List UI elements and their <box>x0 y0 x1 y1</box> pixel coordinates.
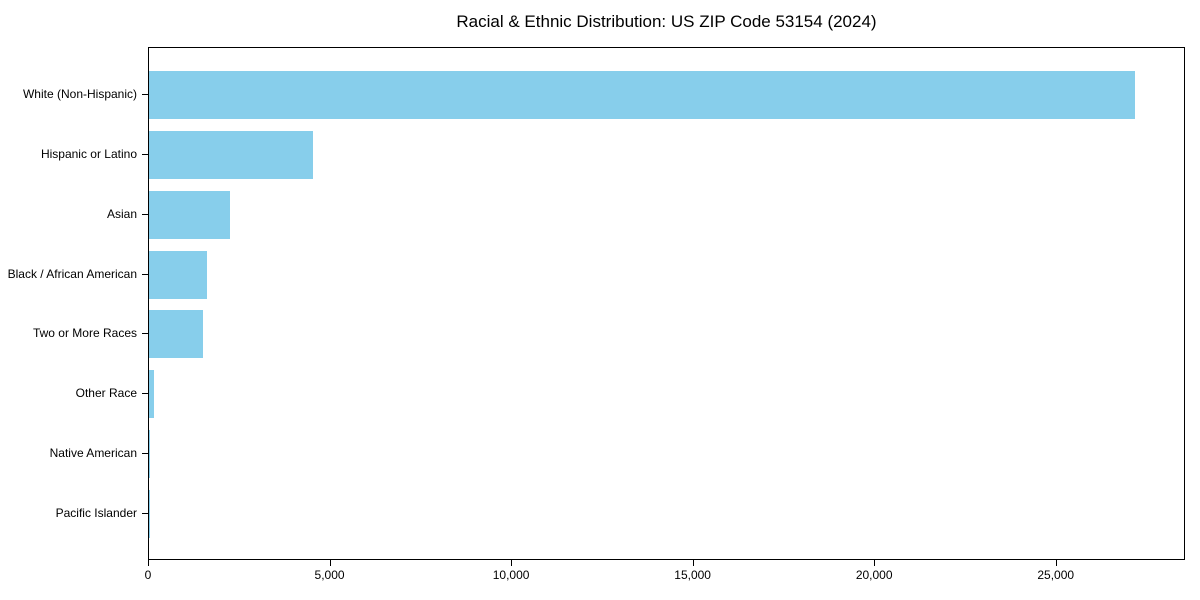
x-axis-label: 20,000 <box>855 568 893 582</box>
x-tick <box>692 560 694 566</box>
y-tick <box>142 94 148 96</box>
y-tick <box>142 393 148 395</box>
bar <box>149 370 154 419</box>
bar <box>149 310 203 359</box>
y-tick <box>142 213 148 215</box>
bar <box>149 131 313 179</box>
x-axis-label: 0 <box>144 568 152 582</box>
y-axis-label: Other Race <box>75 386 137 401</box>
y-axis-label: Native American <box>49 445 137 460</box>
x-tick <box>1055 560 1057 566</box>
x-tick <box>148 560 149 566</box>
bar <box>149 190 231 239</box>
bar <box>149 71 1135 120</box>
y-axis-label: Asian <box>106 206 137 221</box>
plot-area <box>148 47 1185 560</box>
bar <box>149 430 151 478</box>
y-axis-label: Two or More Races <box>32 326 137 341</box>
x-axis-label: 5,000 <box>314 568 345 582</box>
x-axis-label: 25,000 <box>1037 568 1075 582</box>
y-tick <box>142 273 148 275</box>
x-tick <box>511 560 513 566</box>
y-axis-label: Black / African American <box>7 266 137 281</box>
y-tick <box>142 452 148 454</box>
y-tick <box>142 333 148 335</box>
bar <box>149 250 208 299</box>
x-tick <box>329 560 331 566</box>
x-tick <box>874 560 876 566</box>
y-axis-label: White (Non-Hispanic) <box>22 87 137 102</box>
x-axis-label: 10,000 <box>492 568 530 582</box>
y-axis-label: Pacific Islander <box>55 505 137 520</box>
y-tick <box>142 154 148 156</box>
y-tick <box>142 512 148 514</box>
chart-title: Racial & Ethnic Distribution: US ZIP Cod… <box>456 12 877 31</box>
y-axis-label: Hispanic or Latino <box>40 147 137 162</box>
x-axis-label: 15,000 <box>674 568 711 582</box>
